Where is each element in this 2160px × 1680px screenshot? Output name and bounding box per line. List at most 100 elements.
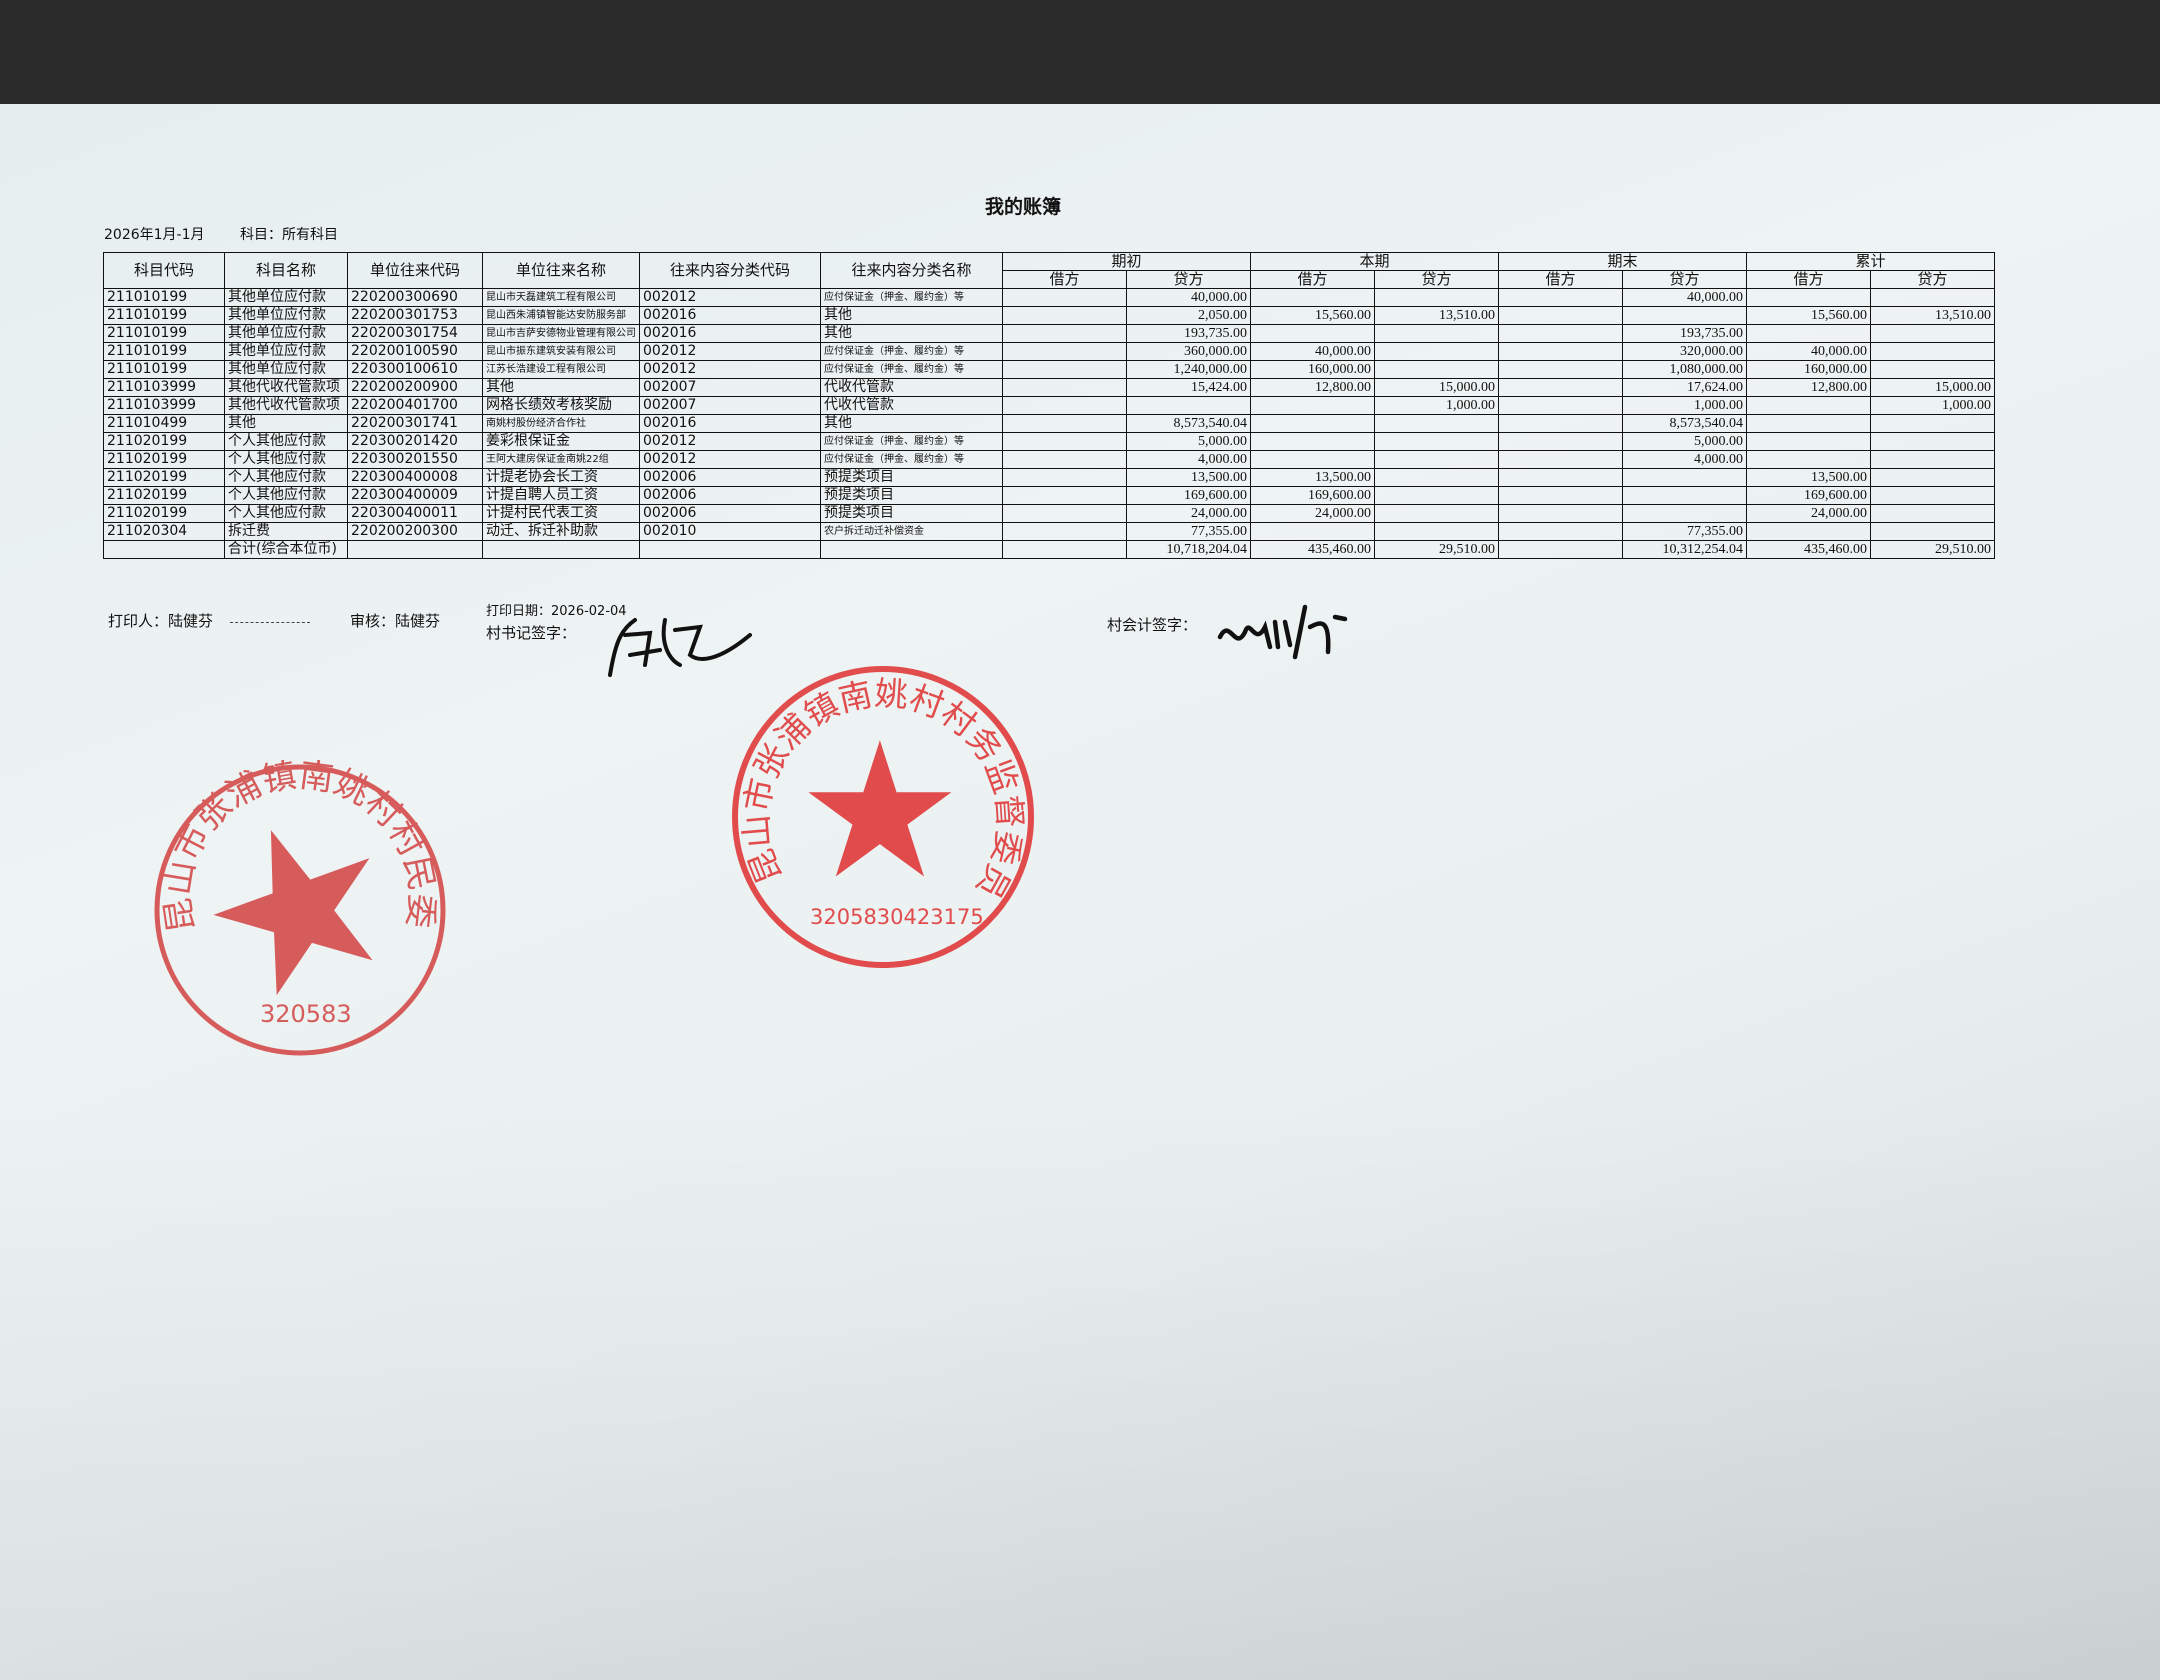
table-cell: 193,735.00	[1126, 324, 1251, 343]
table-cell: 网格长绩效考核奖励	[482, 396, 640, 415]
table-cell: 211020199	[103, 432, 225, 451]
table-cell	[1374, 504, 1499, 523]
table-cell: 个人其他应付款	[224, 450, 348, 469]
table-cell: 计提老协会长工资	[482, 468, 640, 487]
table-cell: 002012	[639, 288, 821, 307]
table-cell	[1002, 540, 1127, 559]
table-cell	[1002, 324, 1127, 343]
table-cell: 昆山西朱浦镇智能达安防服务部	[482, 306, 640, 325]
table-cell	[1498, 450, 1623, 469]
table-cell: 220300201420	[347, 432, 483, 451]
table-cell: 南姚村股份经济合作社	[482, 414, 640, 433]
table-row: 211010199 其他单位应付款 220200301753 昆山西朱浦镇智能达安防服…	[103, 306, 1995, 325]
table-cell: 个人其他应付款	[224, 468, 348, 487]
column-header: 科目名称	[224, 252, 348, 289]
table-cell: 220300201550	[347, 450, 483, 469]
table-cell: 360,000.00	[1126, 342, 1251, 361]
table-cell: 4,000.00	[1622, 450, 1747, 469]
table-cell	[1250, 324, 1375, 343]
table-cell: 211010199	[103, 360, 225, 379]
table-row: 211010199 其他单位应付款 220200100590 昆山市振东建筑安装有限公…	[103, 342, 1995, 361]
supervision-committee-stamp: 昆山市张浦镇南姚村村务监督委员会 3205830423175	[728, 662, 1034, 968]
table-cell	[1498, 522, 1623, 541]
column-group-header: 期初	[1002, 252, 1251, 271]
table-row: 211020199 个人其他应付款 220300400008 计提老协会长工资 0020…	[103, 468, 1995, 487]
column-header: 往来内容分类名称	[820, 252, 1003, 289]
table-cell: 160,000.00	[1250, 360, 1375, 379]
table-cell: 其他代收代管款项	[224, 378, 348, 397]
table-cell: 1,000.00	[1622, 396, 1747, 415]
table-cell: 002016	[639, 324, 821, 343]
table-cell: 169,600.00	[1250, 486, 1375, 505]
table-cell: 435,460.00	[1250, 540, 1375, 559]
table-cell: 2,050.00	[1126, 306, 1251, 325]
document-title: 我的账簿	[985, 196, 1062, 218]
table-cell: 13,500.00	[1250, 468, 1375, 487]
table-cell	[1498, 486, 1623, 505]
table-cell	[1002, 378, 1127, 397]
table-cell	[1746, 396, 1871, 415]
table-cell: 应付保证金（押金、履约金）等	[820, 288, 1003, 307]
table-cell	[1498, 432, 1623, 451]
table-cell	[820, 540, 1003, 559]
table-cell: 1,080,000.00	[1622, 360, 1747, 379]
table-cell	[1002, 360, 1127, 379]
table-cell	[1746, 522, 1871, 541]
column-header: 往来内容分类代码	[639, 252, 821, 289]
table-cell	[1002, 432, 1127, 451]
accountant-signature	[1217, 604, 1348, 660]
printer-label: 打印人：陆健芬	[108, 612, 214, 630]
table-cell	[639, 540, 821, 559]
table-cell	[1374, 522, 1499, 541]
table-cell: 1,000.00	[1870, 396, 1995, 415]
table-cell: 220300100610	[347, 360, 483, 379]
accountant-sign-label: 村会计签字：	[1107, 616, 1198, 634]
table-cell	[1870, 288, 1995, 307]
table-cell: 211010199	[103, 324, 225, 343]
table-cell: 15,000.00	[1374, 378, 1499, 397]
table-cell: 15,424.00	[1126, 378, 1251, 397]
paper-shadow	[0, 1100, 2160, 1680]
table-cell	[1002, 504, 1127, 523]
table-cell: 24,000.00	[1126, 504, 1251, 523]
table-row: 211010199 其他单位应付款 220200300690 昆山市天磊建筑工程有限公…	[103, 288, 1995, 307]
table-cell: 10,718,204.04	[1126, 540, 1251, 559]
stamp-1-code: 320583	[260, 1000, 352, 1028]
column-subheader: 借方	[1002, 270, 1127, 289]
table-cell: 002007	[639, 378, 821, 397]
period-label: 2026年1月-1月	[104, 227, 205, 243]
table-cell	[1746, 324, 1871, 343]
table-cell: 应付保证金（押金、履约金）等	[820, 450, 1003, 469]
table-cell: 15,560.00	[1746, 306, 1871, 325]
table-cell	[1746, 414, 1871, 433]
table-row: 211020199 个人其他应付款 220300201550 王阿大建房保证金南姚22…	[103, 450, 1995, 469]
table-cell: 8,573,540.04	[1126, 414, 1251, 433]
table-cell	[1374, 360, 1499, 379]
table-cell: 211010499	[103, 414, 225, 433]
table-row: 211020199 个人其他应付款 220300400011 计提村民代表工资 0020…	[103, 504, 1995, 523]
table-cell	[1498, 540, 1623, 559]
table-cell	[1002, 414, 1127, 433]
table-cell: 其他单位应付款	[224, 324, 348, 343]
table-cell	[1498, 378, 1623, 397]
table-cell	[1870, 450, 1995, 469]
table-cell: 24,000.00	[1250, 504, 1375, 523]
table-cell	[1498, 360, 1623, 379]
table-cell: 王阿大建房保证金南姚22组	[482, 450, 640, 469]
table-cell: 220300400009	[347, 486, 483, 505]
table-cell: 2110103999	[103, 378, 225, 397]
table-cell: 应付保证金（押金、履约金）等	[820, 342, 1003, 361]
table-cell: 1,240,000.00	[1126, 360, 1251, 379]
villagers-committee-stamp: 昆山市张浦镇南姚村村民委员会 320583	[150, 760, 446, 1056]
table-cell: 昆山市吉萨安德物业管理有限公司	[482, 324, 640, 343]
table-cell	[1622, 504, 1747, 523]
table-cell: 220200401700	[347, 396, 483, 415]
table-cell: 002012	[639, 342, 821, 361]
table-cell	[1374, 324, 1499, 343]
table-cell	[1498, 504, 1623, 523]
table-cell: 40,000.00	[1622, 288, 1747, 307]
table-cell: 其他	[820, 324, 1003, 343]
table-cell: 其他单位应付款	[224, 342, 348, 361]
table-cell: 220200300690	[347, 288, 483, 307]
column-group-header: 累计	[1746, 252, 1995, 271]
